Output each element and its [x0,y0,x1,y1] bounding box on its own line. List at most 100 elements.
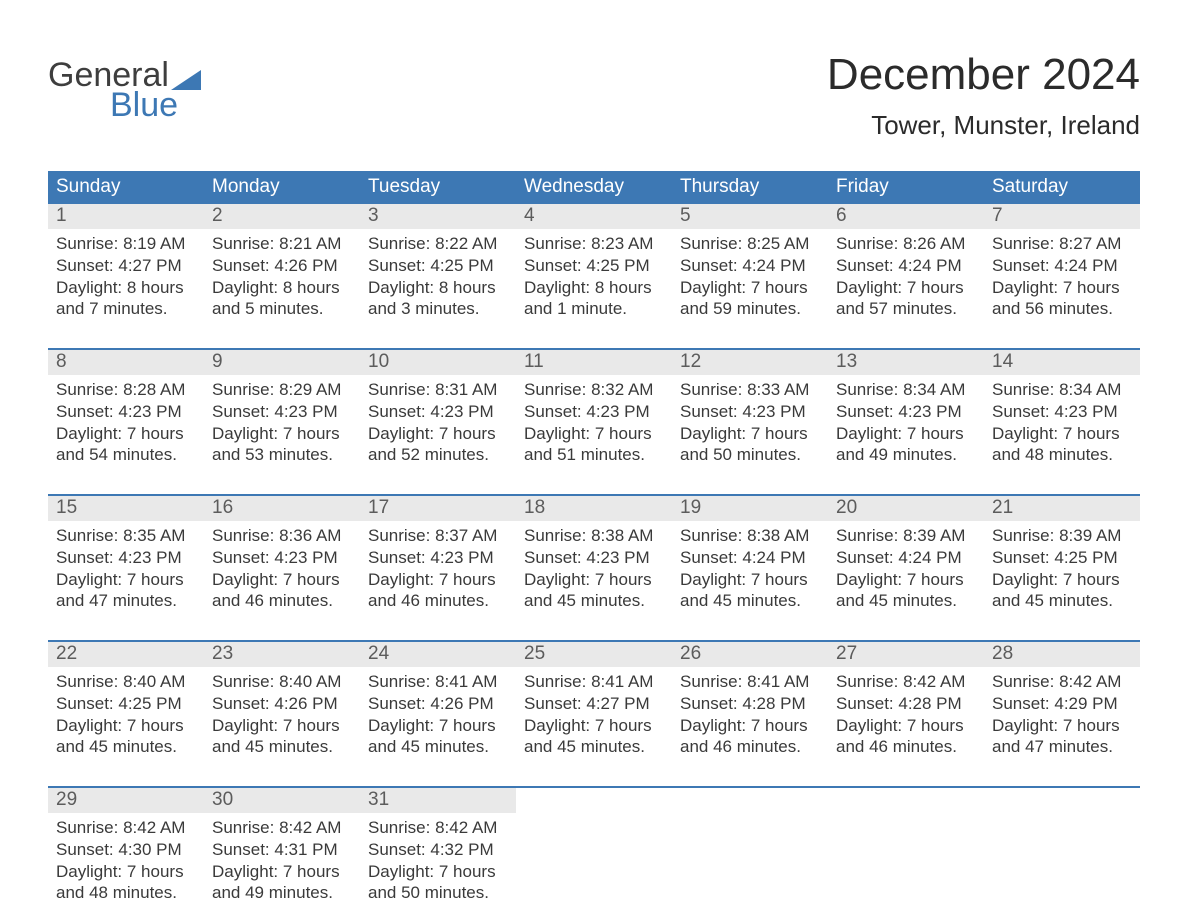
daylight-line-2: and 1 minute. [524,298,664,320]
sunrise-line: Sunrise: 8:29 AM [212,379,352,401]
day-data: Sunrise: 8:31 AMSunset: 4:23 PMDaylight:… [360,375,516,494]
daylight-line-2: and 48 minutes. [56,882,196,904]
sunset-line: Sunset: 4:26 PM [368,693,508,715]
day-header: Friday [828,171,984,204]
daylight-line-2: and 47 minutes. [992,736,1132,758]
day-data: Sunrise: 8:42 AMSunset: 4:28 PMDaylight:… [828,667,984,786]
day-number: 3 [360,204,516,229]
sunset-line: Sunset: 4:24 PM [680,547,820,569]
sunrise-line: Sunrise: 8:23 AM [524,233,664,255]
sunrise-line: Sunrise: 8:40 AM [212,671,352,693]
day-number: 15 [48,496,204,521]
sunrise-line: Sunrise: 8:34 AM [992,379,1132,401]
daylight-line-2: and 48 minutes. [992,444,1132,466]
daylight-line-1: Daylight: 7 hours [836,423,976,445]
day-data: Sunrise: 8:29 AMSunset: 4:23 PMDaylight:… [204,375,360,494]
day-number: 31 [360,788,516,813]
daylight-line-1: Daylight: 7 hours [992,715,1132,737]
daylight-line-2: and 52 minutes. [368,444,508,466]
daylight-line-1: Daylight: 7 hours [836,715,976,737]
day-number: 19 [672,496,828,521]
daylight-line-2: and 51 minutes. [524,444,664,466]
sunrise-line: Sunrise: 8:32 AM [524,379,664,401]
day-data: Sunrise: 8:41 AMSunset: 4:28 PMDaylight:… [672,667,828,786]
sunrise-line: Sunrise: 8:37 AM [368,525,508,547]
daylight-line-2: and 45 minutes. [56,736,196,758]
sunrise-line: Sunrise: 8:38 AM [680,525,820,547]
day-number: 10 [360,350,516,375]
sunset-line: Sunset: 4:23 PM [524,401,664,423]
day-number: 12 [672,350,828,375]
sunset-line: Sunset: 4:23 PM [368,401,508,423]
daylight-line-2: and 3 minutes. [368,298,508,320]
daylight-line-1: Daylight: 8 hours [212,277,352,299]
day-data: Sunrise: 8:26 AMSunset: 4:24 PMDaylight:… [828,229,984,348]
sunrise-line: Sunrise: 8:42 AM [56,817,196,839]
brand-word-blue: Blue [48,88,201,122]
day-data: Sunrise: 8:42 AMSunset: 4:31 PMDaylight:… [204,813,360,912]
sunrise-line: Sunrise: 8:40 AM [56,671,196,693]
day-header: Wednesday [516,171,672,204]
daylight-line-1: Daylight: 7 hours [56,423,196,445]
calendar-header: SundayMondayTuesdayWednesdayThursdayFrid… [48,171,1140,204]
daylight-line-1: Daylight: 8 hours [56,277,196,299]
sunset-line: Sunset: 4:26 PM [212,693,352,715]
day-number: 21 [984,496,1140,521]
daylight-line-1: Daylight: 7 hours [680,423,820,445]
day-number: 17 [360,496,516,521]
sunset-line: Sunset: 4:24 PM [836,255,976,277]
day-number: 4 [516,204,672,229]
location-text: Tower, Munster, Ireland [827,110,1140,141]
sunrise-line: Sunrise: 8:42 AM [368,817,508,839]
day-number: 23 [204,642,360,667]
day-number: 7 [984,204,1140,229]
day-data: Sunrise: 8:28 AMSunset: 4:23 PMDaylight:… [48,375,204,494]
daylight-line-2: and 53 minutes. [212,444,352,466]
day-data: Sunrise: 8:41 AMSunset: 4:27 PMDaylight:… [516,667,672,786]
day-header: Tuesday [360,171,516,204]
sunset-line: Sunset: 4:23 PM [368,547,508,569]
daylight-line-2: and 45 minutes. [524,736,664,758]
daylight-line-2: and 57 minutes. [836,298,976,320]
daylight-line-1: Daylight: 7 hours [680,715,820,737]
daylight-line-1: Daylight: 7 hours [212,715,352,737]
daylight-line-1: Daylight: 7 hours [368,715,508,737]
daylight-line-1: Daylight: 8 hours [368,277,508,299]
daylight-line-2: and 45 minutes. [680,590,820,612]
sunrise-line: Sunrise: 8:25 AM [680,233,820,255]
daylight-line-1: Daylight: 7 hours [524,569,664,591]
day-data: Sunrise: 8:41 AMSunset: 4:26 PMDaylight:… [360,667,516,786]
sunrise-line: Sunrise: 8:41 AM [368,671,508,693]
daylight-line-1: Daylight: 7 hours [212,861,352,883]
calendar-page: General Blue December 2024 Tower, Munste… [0,0,1188,912]
day-data: Sunrise: 8:40 AMSunset: 4:25 PMDaylight:… [48,667,204,786]
sunrise-line: Sunrise: 8:36 AM [212,525,352,547]
daylight-line-2: and 56 minutes. [992,298,1132,320]
daylight-line-2: and 50 minutes. [680,444,820,466]
day-data: Sunrise: 8:37 AMSunset: 4:23 PMDaylight:… [360,521,516,640]
page-title: December 2024 [827,50,1140,100]
sunset-line: Sunset: 4:23 PM [212,547,352,569]
daylight-line-1: Daylight: 7 hours [212,569,352,591]
sunset-line: Sunset: 4:23 PM [212,401,352,423]
title-block: December 2024 Tower, Munster, Ireland [827,50,1140,141]
day-data: Sunrise: 8:19 AMSunset: 4:27 PMDaylight:… [48,229,204,348]
sunrise-line: Sunrise: 8:42 AM [212,817,352,839]
day-number: 9 [204,350,360,375]
sunset-line: Sunset: 4:23 PM [524,547,664,569]
day-number: 14 [984,350,1140,375]
sunrise-line: Sunrise: 8:31 AM [368,379,508,401]
sunrise-line: Sunrise: 8:41 AM [524,671,664,693]
day-number: 16 [204,496,360,521]
daylight-line-2: and 45 minutes. [524,590,664,612]
daylight-line-2: and 7 minutes. [56,298,196,320]
sunset-line: Sunset: 4:24 PM [680,255,820,277]
daylight-line-2: and 45 minutes. [212,736,352,758]
daylight-line-2: and 45 minutes. [368,736,508,758]
daylight-line-1: Daylight: 7 hours [368,569,508,591]
sunrise-line: Sunrise: 8:42 AM [836,671,976,693]
sunset-line: Sunset: 4:23 PM [992,401,1132,423]
daylight-line-1: Daylight: 7 hours [368,423,508,445]
daylight-line-2: and 47 minutes. [56,590,196,612]
sunrise-line: Sunrise: 8:33 AM [680,379,820,401]
